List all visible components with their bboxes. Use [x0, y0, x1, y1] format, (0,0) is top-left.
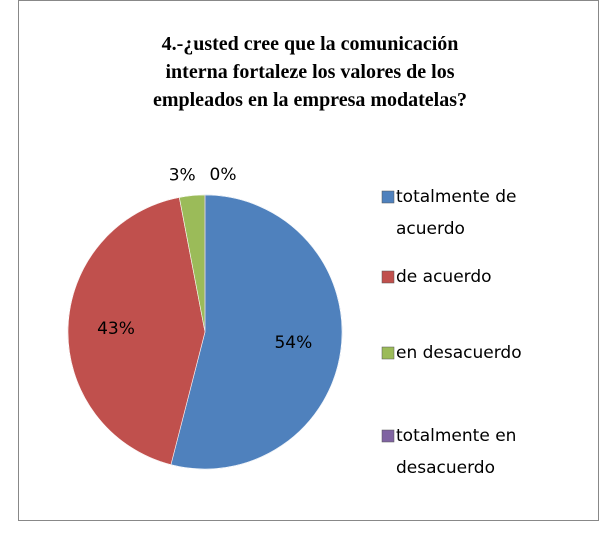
legend-swatch — [381, 270, 395, 284]
chart-title: 4.-¿usted cree que la comunicación intern… — [153, 33, 467, 111]
data-label: 0% — [210, 165, 237, 185]
data-label: 43% — [97, 319, 135, 339]
data-label: 54% — [274, 333, 312, 353]
legend-label: de acuerdo — [396, 267, 492, 287]
legend-label: en desacuerdo — [396, 343, 522, 363]
slice-edge — [170, 194, 343, 470]
legend-swatch — [381, 346, 395, 360]
legend-swatch — [381, 190, 395, 204]
data-label: 3% — [169, 166, 196, 186]
legend-label: totalmente en desacuerdo — [396, 426, 516, 478]
legend-label: totalmente de acuerdo — [396, 187, 516, 239]
slice-edge — [67, 197, 206, 466]
legend-swatch — [381, 429, 395, 443]
